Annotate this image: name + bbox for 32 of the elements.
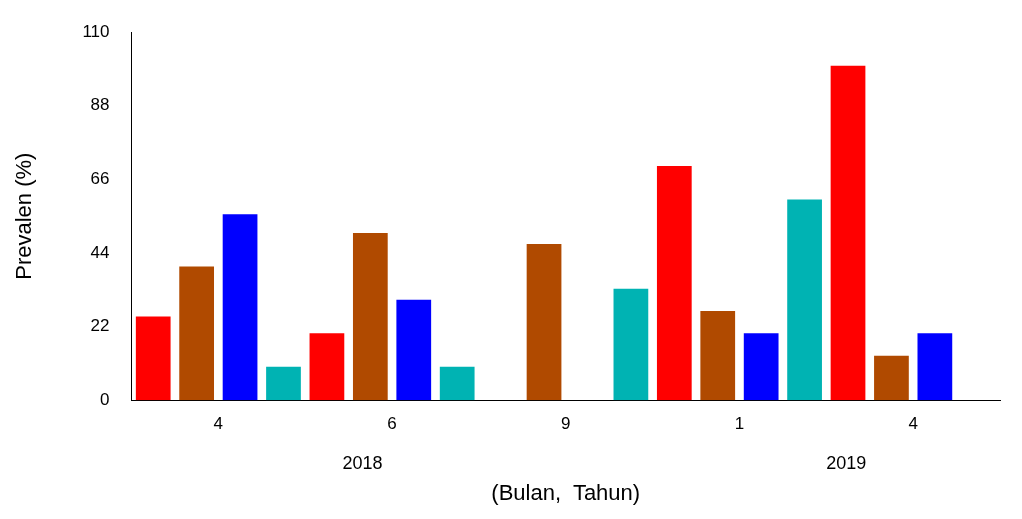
y-tick-label: 0: [100, 389, 110, 409]
bar: [656, 166, 692, 401]
y-axis-title: Prevalen (%): [11, 152, 37, 280]
y-tick-label: 22: [90, 316, 110, 336]
bar: [179, 266, 215, 401]
x-tick-label: 4: [908, 414, 918, 434]
x-tick-label: 9: [561, 414, 571, 434]
y-tick-label: 110: [82, 21, 110, 41]
x-tick-label: 4: [213, 414, 224, 434]
bar: [526, 243, 562, 401]
y-tick-label: 88: [90, 95, 110, 115]
bar: [352, 232, 388, 401]
bar: [613, 288, 649, 401]
bar: [396, 299, 432, 401]
bar: [830, 65, 866, 401]
bar: [787, 199, 822, 401]
bar: [700, 310, 736, 401]
bar: [222, 214, 258, 401]
bar: [917, 333, 953, 401]
y-tick-label: 66: [90, 169, 110, 189]
x-axis-title: (Bulan, Tahun): [491, 479, 641, 505]
x-tick-label: 6: [387, 414, 397, 434]
bar: [874, 355, 909, 401]
bar: [743, 333, 779, 401]
bar: [135, 316, 171, 401]
x-tick-label: 1: [734, 414, 745, 434]
bar: [439, 366, 475, 401]
text: 2018: [342, 453, 383, 474]
y-tick-label: 44: [90, 242, 110, 262]
bar: [309, 333, 345, 401]
bar: [266, 366, 301, 401]
text: 2019: [826, 453, 867, 474]
